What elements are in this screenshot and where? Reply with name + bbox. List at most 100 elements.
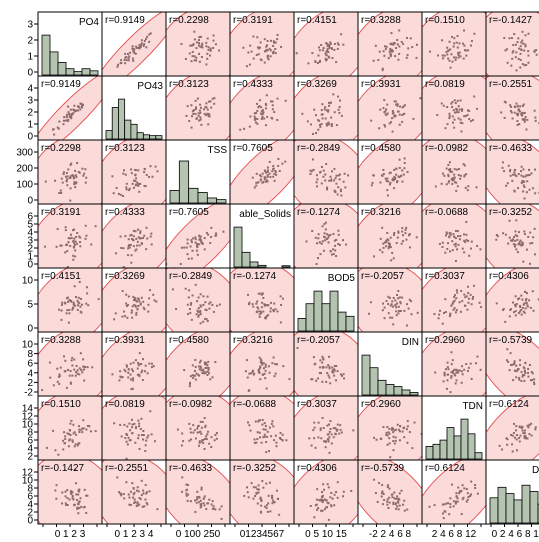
scatter-point <box>139 302 142 305</box>
scatter-point <box>68 237 71 240</box>
scatter-point <box>456 35 459 38</box>
scatter-point <box>393 233 395 236</box>
scatter-point <box>310 444 313 447</box>
scatter-point <box>85 286 88 289</box>
scatter-point <box>327 236 330 239</box>
scatter-point <box>509 105 512 108</box>
scatter-point <box>200 369 203 372</box>
histogram-bar <box>521 484 531 524</box>
scatter-point <box>464 186 467 189</box>
density-ellipse-group <box>102 268 166 332</box>
scatter-point <box>77 106 80 109</box>
scatter-point <box>478 301 481 304</box>
density-ellipse <box>102 204 166 268</box>
scatter-point <box>138 352 141 355</box>
scatter-point <box>378 50 381 53</box>
scatter-point <box>65 503 68 506</box>
scatter-point <box>532 187 535 190</box>
scatter-point <box>309 169 312 172</box>
scatter-point <box>387 431 390 434</box>
scatter-point <box>263 169 266 172</box>
scatter-point <box>135 46 138 49</box>
scatter-point <box>525 248 528 251</box>
scatter-point <box>258 419 261 422</box>
scatter-point <box>452 308 455 311</box>
scatter-point <box>526 180 529 183</box>
scatter-point <box>395 497 398 500</box>
scatter-point <box>81 167 84 170</box>
scatter-point <box>266 175 269 178</box>
scatter-point <box>521 306 524 309</box>
scatter-point <box>521 39 524 42</box>
scatter-point <box>336 423 339 426</box>
scatter-point <box>270 494 273 497</box>
scatter-point <box>515 175 518 178</box>
scatter-point <box>274 170 277 172</box>
scatter-point <box>258 315 261 318</box>
scatter-point <box>143 39 146 42</box>
scatter-point <box>69 381 72 384</box>
scatter-point <box>202 368 205 371</box>
scatter-point <box>513 436 516 439</box>
scatter-point <box>253 438 256 441</box>
scatter-point <box>447 57 450 60</box>
scatter-point <box>259 292 262 295</box>
scatter-point <box>83 379 86 382</box>
scatter-point <box>192 112 195 115</box>
density-ellipse-group <box>166 204 230 268</box>
scatter-point <box>143 43 146 46</box>
scatter-point <box>321 225 324 228</box>
scatter-point <box>54 449 57 452</box>
scatter-point <box>288 378 291 381</box>
scatter-point <box>524 115 527 118</box>
scatter-point <box>135 427 137 430</box>
scatter-point <box>322 169 325 172</box>
scatter-point <box>82 506 85 509</box>
scatter-point <box>325 124 328 127</box>
scatter-point <box>77 493 80 496</box>
scatter-point <box>205 106 208 109</box>
cell-1-5: r=0.3931 <box>357 75 423 141</box>
scatter-point <box>185 246 188 249</box>
scatter-point <box>333 179 336 182</box>
scatter-point <box>71 497 74 500</box>
scatter-point <box>451 106 454 108</box>
scatter-point <box>512 311 515 314</box>
scatter-point <box>205 362 208 365</box>
scatter-point <box>73 244 76 247</box>
scatter-point <box>462 496 465 499</box>
histogram-bar <box>321 303 331 332</box>
correlation-label: r=0.1510 <box>41 399 81 410</box>
scatter-point <box>131 426 134 429</box>
scatter-point <box>89 430 92 433</box>
scatter-point <box>396 302 399 305</box>
scatter-point <box>211 97 214 100</box>
scatter-point <box>510 433 513 436</box>
scatter-point <box>392 257 395 260</box>
scatter-point <box>72 254 75 257</box>
scatter-point <box>337 229 340 232</box>
scatter-point <box>468 254 471 257</box>
scatter-point <box>450 363 453 366</box>
density-ellipse <box>422 76 486 140</box>
y-tick-label: 3 <box>27 20 33 31</box>
scatter-point <box>253 115 256 118</box>
scatter-point <box>190 239 193 242</box>
scatter-point <box>259 46 262 49</box>
scatter-point <box>257 369 260 372</box>
scatter-point <box>382 172 385 175</box>
scatter-point <box>264 369 267 372</box>
scatter-point <box>73 358 76 361</box>
scatter-point <box>151 175 154 178</box>
scatter-point <box>71 374 74 377</box>
scatter-point <box>443 373 446 376</box>
scatter-point <box>274 171 277 174</box>
scatter-point <box>268 426 271 429</box>
density-ellipse-group <box>230 268 294 332</box>
scatter-point <box>146 436 149 439</box>
scatter-point <box>387 242 390 245</box>
correlation-label: r=0.3037 <box>297 399 337 410</box>
scatter-point <box>352 429 355 432</box>
scatter-point <box>533 50 536 53</box>
scatter-point <box>207 233 210 236</box>
